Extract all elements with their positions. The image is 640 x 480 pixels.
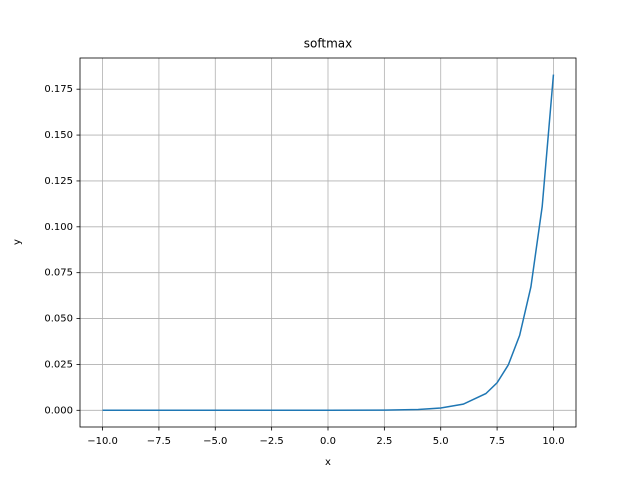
x-tick-label: 5.0 bbox=[433, 436, 449, 447]
x-axis-label: x bbox=[325, 457, 331, 468]
y-tick-label: 0.000 bbox=[44, 405, 73, 416]
x-tick-label: −10.0 bbox=[87, 436, 118, 447]
x-tick-label: −2.5 bbox=[259, 436, 283, 447]
x-tick-label: 0.0 bbox=[320, 436, 336, 447]
x-tick-label: 2.5 bbox=[376, 436, 392, 447]
x-tick-label: 10.0 bbox=[542, 436, 564, 447]
y-tick-label: 0.050 bbox=[44, 314, 73, 325]
y-tick-label: 0.025 bbox=[44, 359, 73, 370]
y-axis-label: y bbox=[12, 239, 23, 245]
y-tick-label: 0.125 bbox=[44, 176, 73, 187]
y-tick-label: 0.175 bbox=[44, 84, 73, 95]
plot-frame bbox=[79, 57, 577, 428]
line-series bbox=[102, 74, 555, 412]
y-tick-label: 0.150 bbox=[44, 130, 73, 141]
chart-title: softmax bbox=[304, 37, 352, 51]
y-tick-label: 0.075 bbox=[44, 268, 73, 279]
x-tick-label: −7.5 bbox=[147, 436, 171, 447]
x-tick-label: −5.0 bbox=[203, 436, 227, 447]
y-tick-label: 0.100 bbox=[44, 222, 73, 233]
x-tick-label: 7.5 bbox=[489, 436, 505, 447]
